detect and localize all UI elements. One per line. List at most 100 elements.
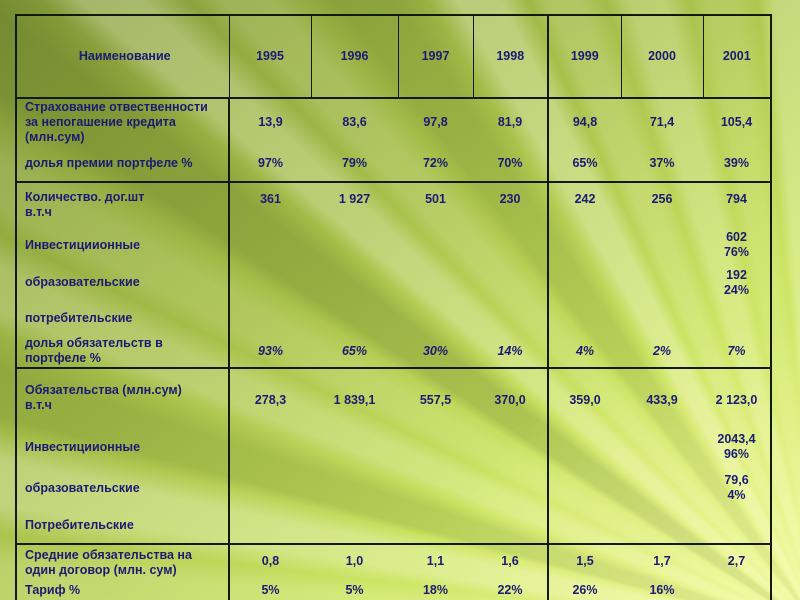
value-cell: 39% (723, 156, 750, 171)
value-cell: 37% (649, 156, 675, 171)
value-cell: 794 (703, 181, 771, 226)
table-row: Инвестициионные 602 76% (16, 226, 771, 264)
value-cell (398, 264, 473, 301)
header-name-cell: Наименование (15, 14, 230, 99)
value-cell: 4% (547, 335, 621, 368)
value-cell: 105,4 (703, 97, 771, 146)
value-cell: 1,6 (473, 543, 548, 579)
value-cell (229, 301, 311, 335)
value-cell (547, 264, 621, 301)
value-cell (703, 579, 771, 600)
value-cell: 18% (422, 582, 449, 597)
value-cell: 94,8 (547, 97, 621, 146)
table-row: долья премии портфеле % 97% 79% 72% 70% … (16, 146, 771, 182)
value-cell: 16% (649, 582, 675, 597)
value-cell: 22% (497, 582, 523, 597)
value-cell: 1,5 (547, 543, 621, 579)
value-cell (621, 508, 703, 544)
value-cell: 242 (547, 181, 621, 226)
table-row: Тариф % 5% 5% 18% 22% 26% 16% (16, 578, 771, 600)
value-cell: 433,9 (621, 367, 703, 426)
value-cell (311, 468, 398, 508)
row-label: Тариф % (16, 578, 230, 600)
table-row: Страхование отвественности за непогашени… (16, 97, 771, 146)
value-cell: 0,8 (229, 543, 311, 579)
value-cell (547, 301, 621, 335)
value-cell: 2% (652, 343, 672, 358)
value-cell: 13,9 (229, 97, 311, 146)
value-cell: 1 839,1 (311, 367, 398, 426)
value-cell (473, 226, 548, 264)
value-cell (229, 468, 311, 508)
value-cell: 5% (345, 582, 364, 597)
value-cell (473, 301, 548, 335)
value-cell: 72% (422, 156, 449, 171)
row-label: Инвестициионные (16, 426, 230, 468)
value-cell (703, 508, 771, 544)
table-row: Потребительские (16, 508, 771, 544)
value-cell: 65% (341, 343, 368, 358)
value-cell (621, 468, 703, 508)
header-year-1996: 1996 (310, 14, 399, 99)
value-cell: 7% (727, 343, 746, 358)
row-label: потребительские (16, 301, 230, 335)
value-cell: 2,7 (703, 543, 771, 579)
value-cell: 65% (547, 146, 621, 182)
table-row: образовательские 79,6 4% (16, 468, 771, 508)
value-cell: 370,0 (473, 367, 548, 426)
header-year-2000: 2000 (620, 14, 704, 99)
row-label: долья обязательств в портфеле % (16, 335, 230, 368)
value-cell (229, 264, 311, 301)
value-cell: 81,9 (473, 97, 548, 146)
value-cell: 256 (621, 181, 703, 226)
value-cell (311, 426, 398, 468)
value-cell: 79% (341, 156, 368, 171)
value-cell: 83,6 (311, 97, 398, 146)
value-cell (311, 264, 398, 301)
row-label: Средние обязательства на один договор (м… (16, 543, 230, 579)
value-cell (473, 426, 548, 468)
value-cell: 2 123,0 (703, 367, 771, 426)
value-cell: 1,0 (311, 543, 398, 579)
row-label: Количество. дог.шт в.т.ч (16, 181, 230, 226)
value-cell: 26% (547, 578, 621, 600)
table-row: Средние обязательства на один договор (м… (16, 543, 771, 579)
value-cell (398, 468, 473, 508)
value-cell (703, 301, 771, 335)
header-year-1995: 1995 (228, 14, 312, 99)
value-cell (311, 226, 398, 264)
value-cell: 230 (473, 181, 548, 226)
value-cell: 1,7 (621, 543, 703, 579)
row-label: Страхование отвественности за непогашени… (16, 97, 230, 146)
header-year-1997: 1997 (397, 14, 474, 99)
value-cell (547, 226, 621, 264)
value-cell (547, 468, 621, 508)
row-label: Потребительские (16, 508, 230, 544)
value-cell: 30% (422, 343, 449, 358)
value-cell: 359,0 (547, 367, 621, 426)
value-cell: 97% (257, 156, 284, 171)
value-cell (621, 226, 703, 264)
data-table: Наименование 1995 1996 1997 1998 1999 20… (15, 14, 772, 600)
value-cell (229, 226, 311, 264)
value-cell (473, 468, 548, 508)
value-cell: 1,1 (398, 543, 473, 579)
value-cell (311, 508, 398, 544)
value-cell: 1 927 (311, 181, 398, 226)
value-cell: 361 (229, 181, 311, 226)
value-cell: 501 (398, 181, 473, 226)
value-cell (398, 301, 473, 335)
table-row: образовательские 192 24% (16, 264, 771, 301)
value-cell: 2043,4 96% (717, 432, 756, 461)
value-cell: 93% (257, 343, 284, 358)
table-row: Инвестициионные 2043,4 96% (16, 426, 771, 468)
value-cell: 278,3 (229, 367, 311, 426)
value-cell (547, 426, 621, 468)
table-row: Количество. дог.шт в.т.ч 361 1 927 501 2… (16, 181, 771, 226)
table-row: Обязательства (млн.сум) в.т.ч 278,3 1 83… (16, 367, 771, 426)
value-cell (473, 508, 548, 544)
value-cell: 79,6 4% (724, 473, 749, 502)
value-cell (398, 426, 473, 468)
header-year-2001: 2001 (702, 14, 772, 99)
